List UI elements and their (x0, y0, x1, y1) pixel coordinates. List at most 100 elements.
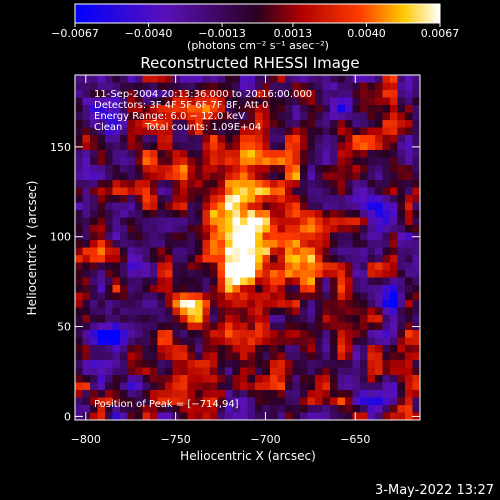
heatmap-cell (322, 82, 331, 91)
heatmap-cell (352, 375, 361, 384)
heatmap-cell (412, 210, 420, 219)
heatmap-cell (367, 112, 376, 121)
heatmap-cell (240, 247, 249, 256)
heatmap-cell (270, 172, 279, 181)
heatmap-cell (127, 262, 136, 271)
heatmap-cell (90, 75, 99, 84)
heatmap-cell (180, 345, 189, 354)
heatmap-cell (315, 262, 324, 271)
heatmap-cell (195, 277, 204, 286)
heatmap-cell (127, 217, 136, 226)
heatmap-cell (150, 210, 159, 219)
heatmap-cell (345, 390, 354, 399)
heatmap-cell (225, 375, 234, 384)
heatmap-cell (352, 390, 361, 399)
heatmap-cell (120, 405, 129, 414)
heatmap-cell (322, 97, 331, 106)
heatmap-cell (330, 105, 339, 114)
heatmap-cell (240, 285, 249, 294)
heatmap-cell (90, 210, 99, 219)
heatmap-cell (112, 105, 121, 114)
heatmap-cell (367, 270, 376, 279)
heatmap-cell (292, 360, 301, 369)
heatmap-cell (105, 225, 114, 234)
heatmap-cell (322, 307, 331, 316)
heatmap-cell (397, 127, 406, 136)
heatmap-cell (277, 105, 286, 114)
heatmap-cell (390, 120, 399, 129)
heatmap-cell (375, 217, 384, 226)
heatmap-cell (180, 412, 189, 420)
heatmap-cell (285, 225, 294, 234)
heatmap-cell (172, 277, 181, 286)
heatmap-cell (405, 135, 414, 144)
heatmap-cell (142, 285, 151, 294)
heatmap-cell (397, 337, 406, 346)
heatmap-cell (75, 120, 84, 129)
heatmap-cell (352, 187, 361, 196)
heatmap-cell (337, 172, 346, 181)
heatmap-cell (157, 232, 166, 241)
heatmap-cell (262, 307, 271, 316)
heatmap-cell (352, 352, 361, 361)
heatmap-cell (382, 142, 391, 151)
heatmap-cell (210, 225, 219, 234)
heatmap-cell (112, 157, 121, 166)
heatmap-cell (307, 270, 316, 279)
heatmap-cell (135, 127, 144, 136)
heatmap-cell (262, 345, 271, 354)
heatmap-cell (142, 345, 151, 354)
heatmap-cell (210, 255, 219, 264)
heatmap-cell (322, 127, 331, 136)
heatmap-cell (75, 105, 84, 114)
heatmap-cell (195, 195, 204, 204)
heatmap-cell (97, 165, 106, 174)
heatmap-cell (405, 217, 414, 226)
heatmap-cell (397, 330, 406, 339)
heatmap-cell (367, 382, 376, 391)
heatmap-cell (165, 232, 174, 241)
heatmap-cell (97, 322, 106, 331)
heatmap-cell (120, 210, 129, 219)
heatmap-cell (345, 127, 354, 136)
heatmap-cell (262, 195, 271, 204)
heatmap-cell (255, 82, 264, 91)
heatmap-cell (165, 127, 174, 136)
heatmap-cell (270, 255, 279, 264)
heatmap-cell (262, 375, 271, 384)
heatmap-cell (345, 405, 354, 414)
heatmap-cell (307, 322, 316, 331)
heatmap-cell (315, 180, 324, 189)
heatmap-cell (412, 97, 420, 106)
heatmap-cell (322, 322, 331, 331)
heatmap-cell (202, 120, 211, 129)
heatmap-cell (390, 345, 399, 354)
heatmap-cell (225, 322, 234, 331)
heatmap-cell (105, 82, 114, 91)
heatmap-cell (225, 300, 234, 309)
heatmap-cell (187, 382, 196, 391)
heatmap-cell (307, 195, 316, 204)
heatmap-cell (157, 337, 166, 346)
heatmap-cell (187, 292, 196, 301)
heatmap-cell (262, 82, 271, 91)
heatmap-cell (382, 300, 391, 309)
heatmap-cell (382, 322, 391, 331)
heatmap-cell (262, 165, 271, 174)
heatmap-cell (142, 390, 151, 399)
heatmap-cell (307, 105, 316, 114)
heatmap-cell (397, 277, 406, 286)
heatmap-cell (112, 165, 121, 174)
heatmap-cell (157, 90, 166, 99)
heatmap-cell (352, 172, 361, 181)
heatmap-cell (330, 277, 339, 286)
heatmap-cell (285, 82, 294, 91)
heatmap-cell (352, 195, 361, 204)
heatmap-cell (135, 240, 144, 249)
heatmap-cell (210, 120, 219, 129)
heatmap-cell (397, 292, 406, 301)
heatmap-cell (82, 135, 91, 144)
heatmap-cell (195, 180, 204, 189)
heatmap-cell (90, 187, 99, 196)
heatmap-cell (412, 105, 420, 114)
